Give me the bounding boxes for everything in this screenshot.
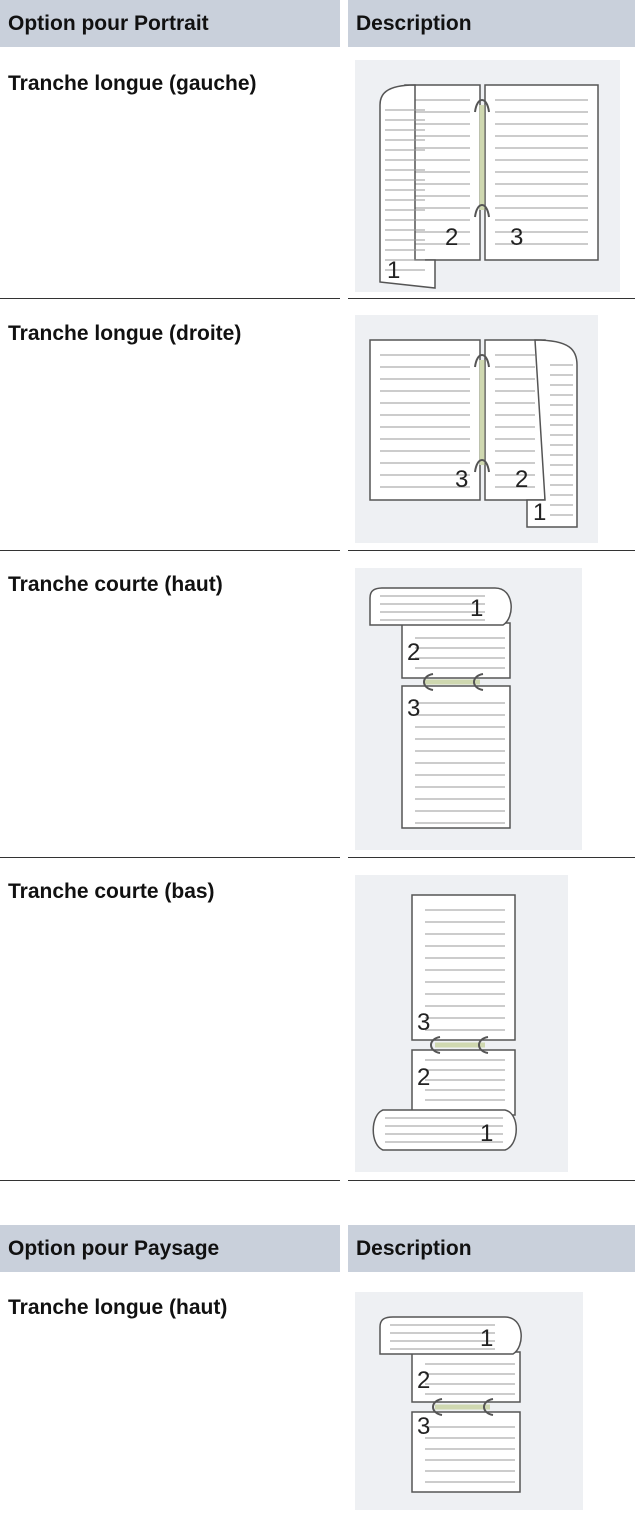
option-label: Tranche longue (gauche) (8, 72, 257, 95)
illustration-shape (430, 1036, 489, 1054)
illustration-shape (495, 354, 535, 488)
illustration-shape (550, 364, 573, 516)
illustration-shape (401, 685, 511, 829)
row-rule (0, 298, 340, 299)
page-number: 2 (407, 639, 420, 666)
row-rule (0, 857, 340, 858)
page-number: 1 (480, 1325, 493, 1352)
page-number: 3 (417, 1009, 430, 1036)
illustration-shape (415, 702, 505, 824)
illustration: 2 3 1 (355, 60, 620, 292)
row-rule (0, 550, 340, 551)
illustration-shape (474, 354, 490, 473)
illustration: 1 2 3 (355, 1292, 583, 1510)
row-rule (348, 857, 635, 858)
illustration-shape (411, 1049, 516, 1116)
row-rule (348, 298, 635, 299)
page-number: 2 (417, 1064, 430, 1091)
page-number: 1 (480, 1120, 493, 1147)
illustration-shape (380, 354, 470, 488)
page-number: 3 (417, 1413, 430, 1440)
illustration-shape (425, 909, 505, 1031)
illustration-shape (423, 673, 484, 691)
illustration-shape (379, 84, 436, 289)
option-label: Tranche longue (droite) (8, 322, 242, 345)
illustration-shape (385, 1117, 503, 1143)
page-number: 1 (387, 257, 400, 284)
illustration-shape (474, 99, 490, 218)
illustration-shape (425, 1059, 505, 1111)
page-number: 3 (407, 695, 420, 722)
page-number: 3 (510, 224, 523, 251)
illustration-shape (385, 109, 425, 271)
illustration-shape (411, 894, 516, 1041)
page-number: 2 (417, 1367, 430, 1394)
row-rule (0, 1180, 340, 1181)
illustration-shape (401, 622, 511, 679)
illustration-shape (425, 1426, 515, 1483)
illustration: 1 2 3 (355, 568, 582, 850)
option-label: Tranche courte (bas) (8, 880, 215, 903)
illustration-shape (495, 99, 588, 245)
page-number: 2 (515, 466, 528, 493)
illustration-shape (369, 587, 512, 626)
page-number: 2 (445, 224, 458, 251)
table-header: Option pour Paysage (0, 1225, 340, 1272)
row-rule (348, 1180, 635, 1181)
table-header: Option pour Portrait (0, 0, 340, 47)
table-header: Description (348, 0, 635, 47)
illustration-shape (432, 1398, 494, 1416)
page-number: 1 (470, 595, 483, 622)
page-number: 3 (455, 466, 468, 493)
table-header: Description (348, 1225, 635, 1272)
option-label: Tranche courte (haut) (8, 573, 223, 596)
illustration-shape (390, 1324, 495, 1350)
illustration-shape (526, 339, 578, 528)
illustration-shape (379, 1316, 522, 1355)
option-label: Tranche longue (haut) (8, 1296, 228, 1319)
illustration-shape (425, 1363, 515, 1395)
illustration-shape (380, 595, 485, 621)
illustration-shape (372, 1109, 517, 1151)
illustration: 3 2 1 (355, 315, 598, 543)
page-number: 1 (533, 499, 546, 526)
illustration-shape (415, 637, 505, 669)
row-rule (348, 550, 635, 551)
illustration-shape (411, 1411, 521, 1493)
illustration: 3 2 1 (355, 875, 568, 1172)
